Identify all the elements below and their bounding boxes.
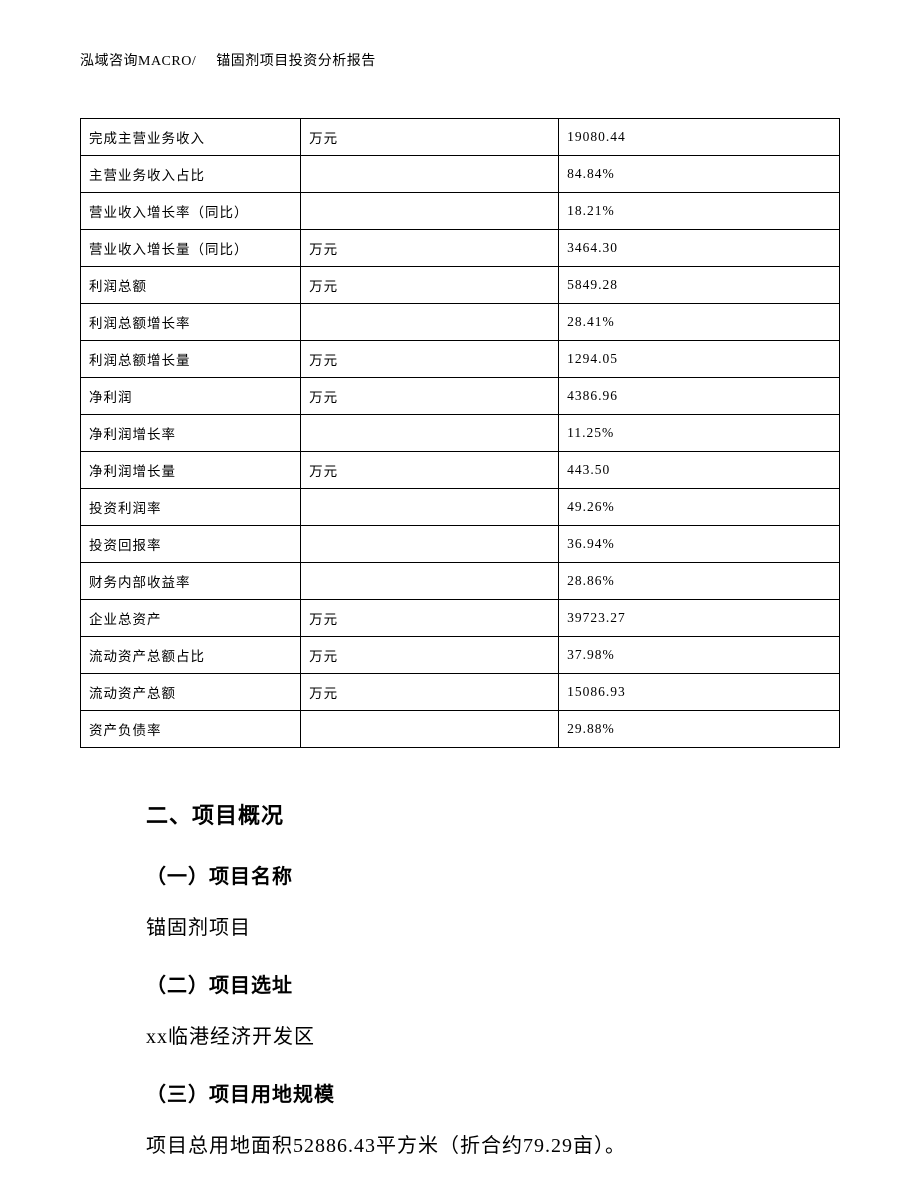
header-right: 锚固剂项目投资分析报告 bbox=[216, 54, 376, 69]
cell-unit: 万元 bbox=[301, 600, 559, 637]
cell-label: 利润总额 bbox=[81, 267, 301, 304]
financial-table: 完成主营业务收入 万元 19080.44 主营业务收入占比 84.84% 营业收… bbox=[80, 118, 840, 748]
cell-label: 营业收入增长率（同比） bbox=[81, 193, 301, 230]
cell-value: 4386.96 bbox=[559, 378, 840, 415]
table-row: 净利润增长率 11.25% bbox=[81, 415, 840, 452]
table-row: 投资利润率 49.26% bbox=[81, 489, 840, 526]
subsection-title-3: （三）项目用地规模 bbox=[146, 1078, 810, 1107]
cell-unit: 万元 bbox=[301, 378, 559, 415]
cell-label: 主营业务收入占比 bbox=[81, 156, 301, 193]
header-left: 泓域咨询MACRO/ bbox=[80, 54, 196, 69]
cell-value: 18.21% bbox=[559, 193, 840, 230]
cell-value: 29.88% bbox=[559, 711, 840, 748]
page-header: 泓域咨询MACRO/锚固剂项目投资分析报告 bbox=[80, 50, 840, 70]
table-row: 财务内部收益率 28.86% bbox=[81, 563, 840, 600]
subsection-body-3: 项目总用地面积52886.43平方米（折合约79.29亩）。 bbox=[146, 1127, 810, 1165]
cell-value: 19080.44 bbox=[559, 119, 840, 156]
table-row: 利润总额 万元 5849.28 bbox=[81, 267, 840, 304]
table-row: 投资回报率 36.94% bbox=[81, 526, 840, 563]
section-heading-2: 二、项目概况 bbox=[146, 798, 810, 830]
table-row: 净利润 万元 4386.96 bbox=[81, 378, 840, 415]
cell-value: 11.25% bbox=[559, 415, 840, 452]
cell-unit: 万元 bbox=[301, 230, 559, 267]
cell-label: 投资回报率 bbox=[81, 526, 301, 563]
cell-unit: 万元 bbox=[301, 341, 559, 378]
cell-value: 37.98% bbox=[559, 637, 840, 674]
table-row: 流动资产总额占比 万元 37.98% bbox=[81, 637, 840, 674]
table-row: 净利润增长量 万元 443.50 bbox=[81, 452, 840, 489]
table-row: 流动资产总额 万元 15086.93 bbox=[81, 674, 840, 711]
cell-unit: 万元 bbox=[301, 267, 559, 304]
table-row: 企业总资产 万元 39723.27 bbox=[81, 600, 840, 637]
cell-label: 流动资产总额 bbox=[81, 674, 301, 711]
cell-unit: 万元 bbox=[301, 119, 559, 156]
cell-label: 资产负债率 bbox=[81, 711, 301, 748]
cell-value: 1294.05 bbox=[559, 341, 840, 378]
table-row: 完成主营业务收入 万元 19080.44 bbox=[81, 119, 840, 156]
cell-value: 28.41% bbox=[559, 304, 840, 341]
page: 泓域咨询MACRO/锚固剂项目投资分析报告 完成主营业务收入 万元 19080.… bbox=[0, 0, 920, 1191]
cell-label: 净利润增长量 bbox=[81, 452, 301, 489]
cell-value: 49.26% bbox=[559, 489, 840, 526]
cell-unit bbox=[301, 415, 559, 452]
cell-value: 36.94% bbox=[559, 526, 840, 563]
cell-unit bbox=[301, 563, 559, 600]
subsection-body-1: 锚固剂项目 bbox=[146, 909, 810, 947]
table-row: 营业收入增长量（同比） 万元 3464.30 bbox=[81, 230, 840, 267]
cell-unit bbox=[301, 526, 559, 563]
cell-unit bbox=[301, 156, 559, 193]
cell-label: 营业收入增长量（同比） bbox=[81, 230, 301, 267]
cell-unit bbox=[301, 304, 559, 341]
subsection-title-1: （一）项目名称 bbox=[146, 860, 810, 889]
cell-label: 利润总额增长率 bbox=[81, 304, 301, 341]
table-row: 主营业务收入占比 84.84% bbox=[81, 156, 840, 193]
cell-label: 财务内部收益率 bbox=[81, 563, 301, 600]
cell-unit bbox=[301, 711, 559, 748]
cell-label: 完成主营业务收入 bbox=[81, 119, 301, 156]
cell-unit: 万元 bbox=[301, 674, 559, 711]
cell-label: 企业总资产 bbox=[81, 600, 301, 637]
subsection-body-2: xx临港经济开发区 bbox=[146, 1018, 810, 1056]
cell-label: 净利润 bbox=[81, 378, 301, 415]
table-row: 营业收入增长率（同比） 18.21% bbox=[81, 193, 840, 230]
cell-value: 84.84% bbox=[559, 156, 840, 193]
table-row: 资产负债率 29.88% bbox=[81, 711, 840, 748]
cell-label: 流动资产总额占比 bbox=[81, 637, 301, 674]
subsection-title-2: （二）项目选址 bbox=[146, 969, 810, 998]
cell-value: 5849.28 bbox=[559, 267, 840, 304]
cell-value: 39723.27 bbox=[559, 600, 840, 637]
table-row: 利润总额增长率 28.41% bbox=[81, 304, 840, 341]
body-text: 二、项目概况 （一）项目名称 锚固剂项目 （二）项目选址 xx临港经济开发区 （… bbox=[80, 798, 840, 1165]
cell-value: 3464.30 bbox=[559, 230, 840, 267]
cell-unit bbox=[301, 193, 559, 230]
table-row: 利润总额增长量 万元 1294.05 bbox=[81, 341, 840, 378]
cell-unit: 万元 bbox=[301, 452, 559, 489]
cell-value: 443.50 bbox=[559, 452, 840, 489]
cell-unit: 万元 bbox=[301, 637, 559, 674]
cell-value: 15086.93 bbox=[559, 674, 840, 711]
cell-label: 利润总额增长量 bbox=[81, 341, 301, 378]
cell-label: 投资利润率 bbox=[81, 489, 301, 526]
cell-label: 净利润增长率 bbox=[81, 415, 301, 452]
cell-unit bbox=[301, 489, 559, 526]
cell-value: 28.86% bbox=[559, 563, 840, 600]
